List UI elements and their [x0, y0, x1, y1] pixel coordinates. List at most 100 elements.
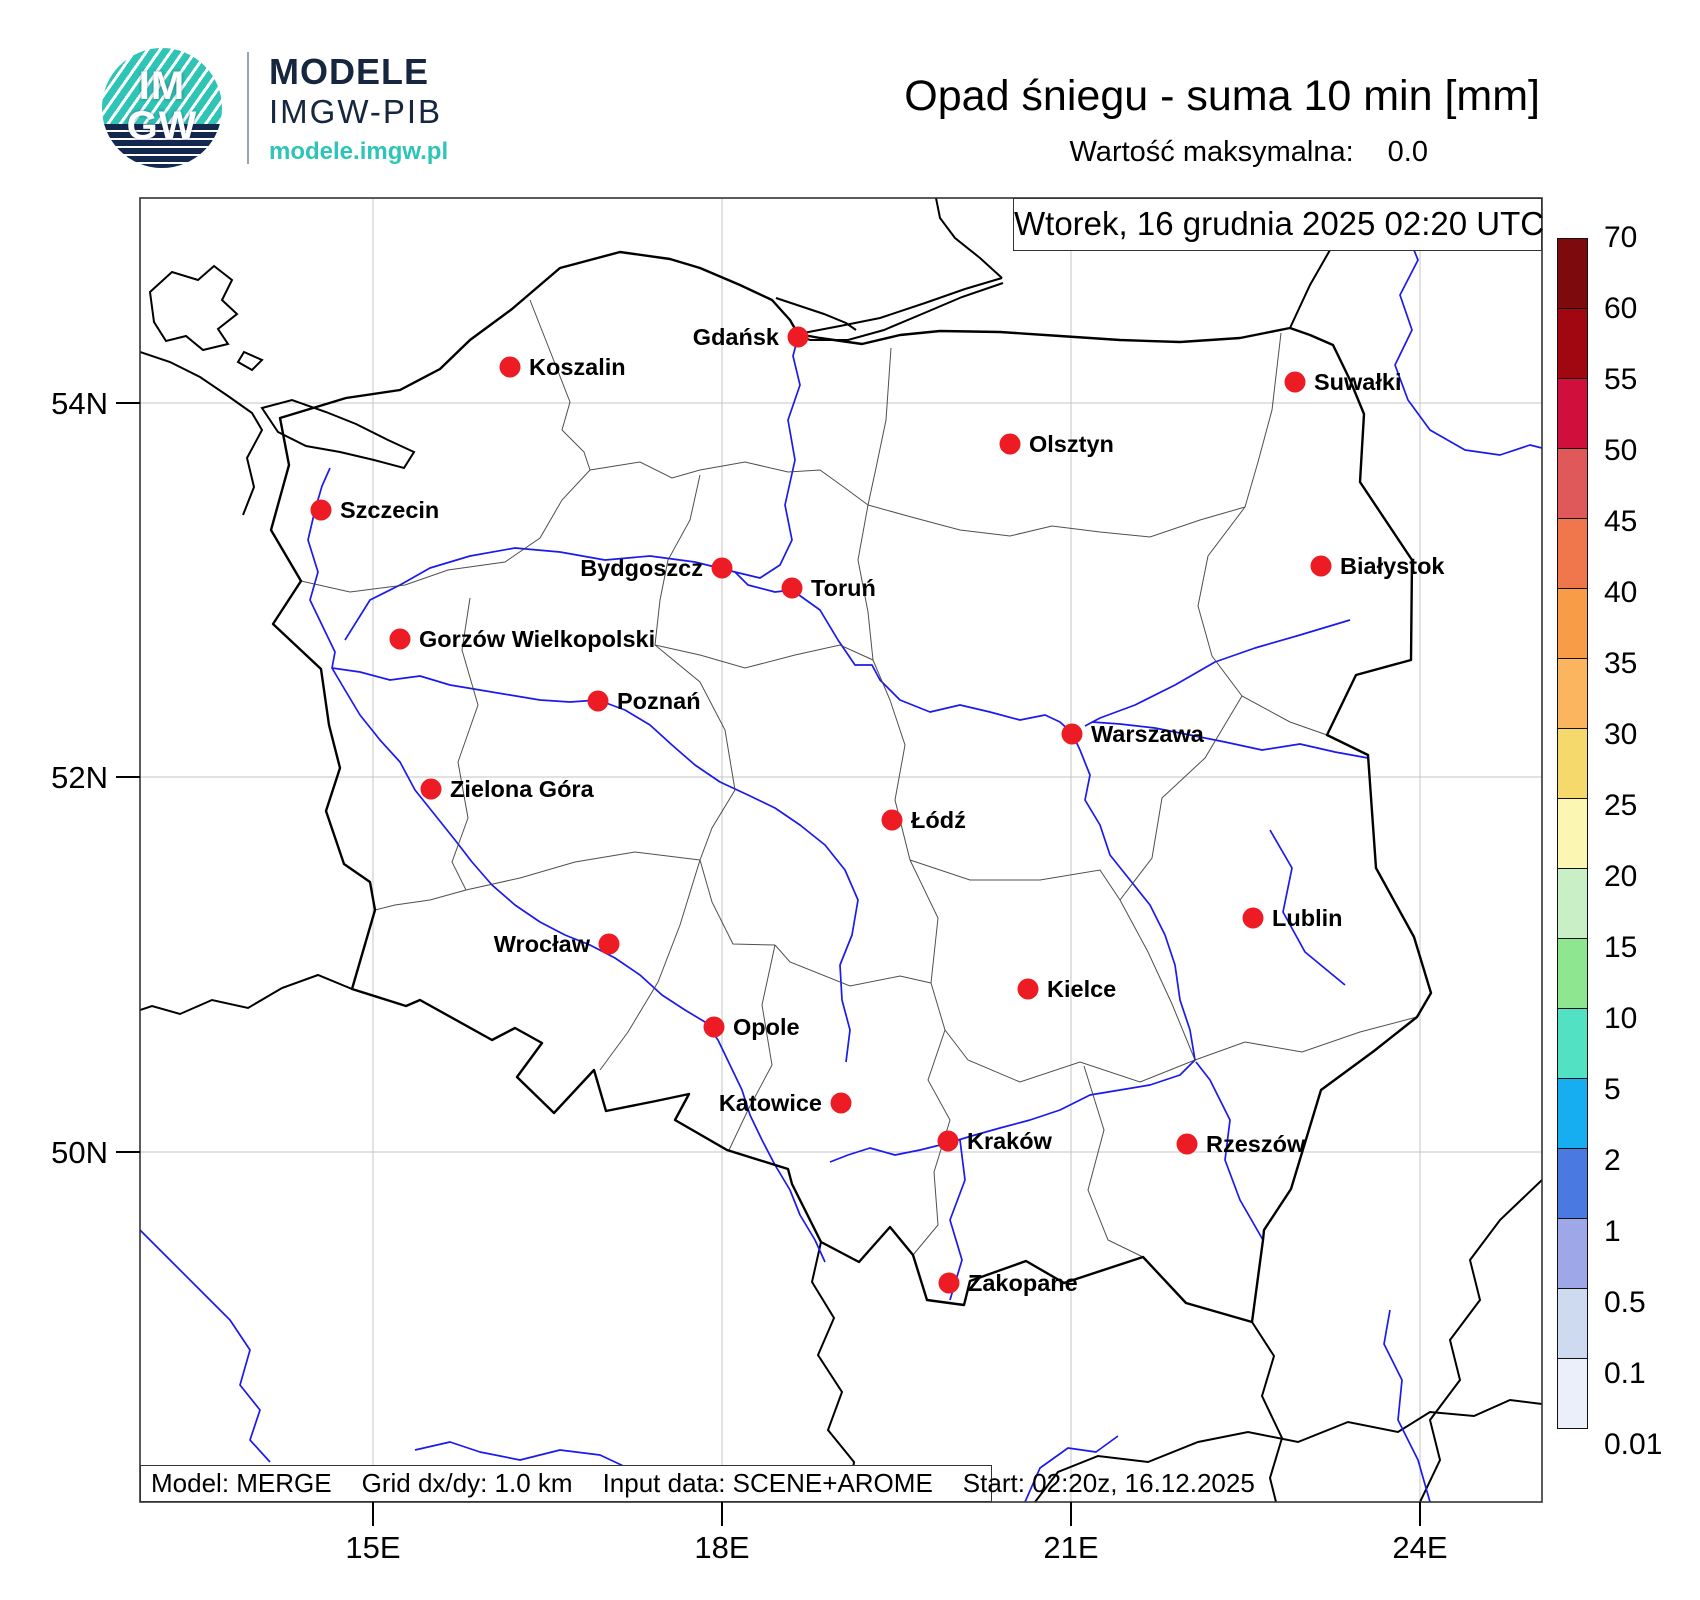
country-border-poland	[269, 250, 1433, 1324]
neighbour-borders	[140, 198, 1542, 1502]
colorbar-segment	[1557, 1008, 1588, 1079]
info-model: Model: MERGE	[151, 1468, 332, 1498]
city-label: Gdańsk	[693, 324, 780, 350]
brand-imgw-pib: IMGW-PIB	[269, 93, 443, 130]
lon-tick-label: 15E	[345, 1530, 400, 1565]
logo-waves-decoration	[102, 123, 222, 168]
river-san	[1195, 1061, 1264, 1241]
info-grid: Grid dx/dy: 1.0 km	[361, 1468, 573, 1498]
city-label: Wrocław	[494, 931, 591, 957]
city-marker	[499, 356, 521, 378]
lon-tick-label: 21E	[1043, 1530, 1098, 1565]
imgw-logo-icon: IM GW	[102, 48, 222, 168]
city-marker	[389, 628, 411, 650]
model-info-bar: Model: MERGE Grid dx/dy: 1.0 km Input da…	[140, 1465, 1255, 1502]
city-label: Szczecin	[340, 497, 439, 523]
page-title: Opad śniegu - suma 10 min [mm]	[904, 72, 1540, 120]
colorbar-segment	[1557, 938, 1588, 1009]
info-start: Start: 02:20z, 16.12.2025	[962, 1468, 1255, 1498]
city-label: Kraków	[967, 1128, 1053, 1154]
lon-tick-label: 18E	[694, 1530, 749, 1565]
lat-tick-label: 50N	[51, 1135, 108, 1170]
colorbar-label: 10	[1604, 1002, 1638, 1035]
colorbar-segment	[1557, 308, 1588, 379]
colorbar-segment	[1557, 728, 1588, 799]
city-label: Rzeszów	[1206, 1131, 1306, 1157]
colorbar-segment	[1557, 1078, 1588, 1149]
city-label: Zakopane	[968, 1270, 1078, 1296]
city-label: Łódź	[911, 807, 966, 833]
city-marker	[1061, 723, 1083, 745]
info-input-data: Input data: SCENE+AROME	[602, 1468, 933, 1498]
colorbar-segment	[1557, 448, 1588, 519]
axis-ticks: 54N 52N 50N 15E 18E 21E 24E	[51, 386, 1447, 1565]
map-frame	[139, 197, 1543, 1503]
lon-tick-label: 24E	[1392, 1530, 1447, 1565]
river-narew	[1084, 619, 1351, 727]
river-bug	[1091, 721, 1369, 759]
city-marker	[937, 1130, 959, 1152]
brand-block: MODELE IMGW-PIB modele.imgw.pl	[269, 52, 529, 172]
max-value: 0.0	[1387, 136, 1428, 168]
colorbar-label: 2	[1604, 1144, 1621, 1177]
city-label: Koszalin	[529, 354, 626, 380]
colorbar-label: 5	[1604, 1073, 1621, 1106]
colorbar-label: 1	[1604, 1215, 1621, 1248]
colorbar-label: 20	[1604, 860, 1638, 893]
river-south-2	[1383, 1309, 1431, 1502]
city-marker	[711, 557, 733, 579]
river-south-1	[1024, 1435, 1119, 1502]
colorbar-segment	[1557, 238, 1588, 309]
colorbar-segment	[1557, 868, 1588, 939]
city-marker	[787, 326, 809, 348]
rivers	[140, 227, 1542, 1502]
river-dunajec	[949, 1139, 966, 1301]
brand-url-link[interactable]: modele.imgw.pl	[269, 138, 449, 165]
city-label: Warszawa	[1091, 721, 1205, 747]
city-markers: Koszalin Gdańsk Suwałki Olsztyn Szczecin Bydg…	[310, 324, 1445, 1296]
city-label: Toruń	[811, 575, 876, 601]
river-notec	[344, 547, 736, 641]
imgw-logo: IM GW MODELE IMGW-PIB modele.imgw.pl	[97, 44, 517, 174]
logo-text-gw: GW	[126, 104, 198, 148]
colorbar-segment	[1557, 658, 1588, 729]
colorbar-label: 0.01	[1604, 1428, 1663, 1461]
colorbar-segment	[1557, 1358, 1588, 1429]
city-marker	[1017, 978, 1039, 1000]
colorbar-label: 45	[1604, 505, 1638, 538]
city-marker	[703, 1016, 725, 1038]
city-label: Bydgoszcz	[580, 555, 703, 581]
river-neman	[1394, 227, 1542, 456]
city-marker	[587, 690, 609, 712]
city-marker	[938, 1272, 960, 1294]
city-marker	[1310, 555, 1332, 577]
colorbar	[1557, 238, 1588, 1429]
colorbar-label: 70	[1604, 221, 1638, 254]
city-label: Lublin	[1272, 905, 1342, 931]
brand-modele: MODELE	[269, 51, 430, 92]
lat-tick-label: 54N	[51, 386, 108, 421]
colorbar-label: 30	[1604, 718, 1638, 751]
colorbar-label: 15	[1604, 931, 1638, 964]
max-value-row: Wartość maksymalna: 0.0	[1070, 136, 1428, 169]
city-marker	[1176, 1133, 1198, 1155]
river-vistula	[734, 336, 1196, 1163]
colorbar-label: 25	[1604, 789, 1638, 822]
city-label: Katowice	[719, 1090, 822, 1116]
city-marker	[781, 577, 803, 599]
city-marker	[310, 499, 332, 521]
colorbar-segment	[1557, 588, 1588, 659]
colorbar-segment	[1557, 378, 1588, 449]
colorbar-segment	[1557, 1148, 1588, 1219]
lat-tick-label: 52N	[51, 760, 108, 795]
colorbar-label: 50	[1604, 434, 1638, 467]
colorbar-label: 35	[1604, 647, 1638, 680]
colorbar-segment	[1557, 518, 1588, 589]
city-marker	[830, 1092, 852, 1114]
city-marker	[420, 778, 442, 800]
city-marker	[598, 933, 620, 955]
city-label: Zielona Góra	[450, 776, 595, 802]
city-marker	[881, 809, 903, 831]
colorbar-segment	[1557, 1288, 1588, 1359]
